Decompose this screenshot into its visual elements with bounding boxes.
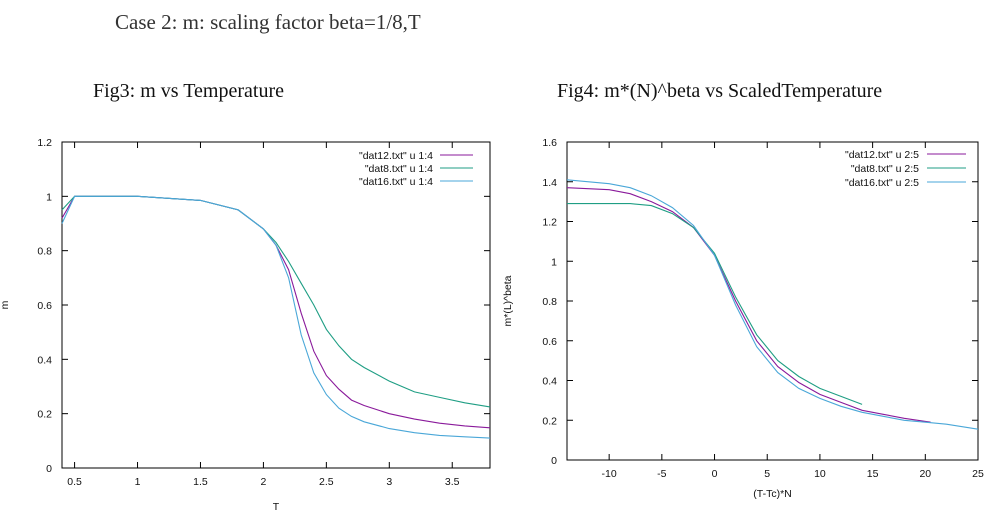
legend-label: "dat12.txt" u 1:4 [359, 150, 433, 162]
fig4-chart: 0 0.2 0.4 0.6 0.8 1 1.2 1.4 1.6 -10 -5 0 5 10 15 20 25 (T… [502, 137, 984, 500]
series-line-2 [566, 179, 979, 430]
series-line-1 [567, 203, 863, 405]
series-line-0 [566, 187, 931, 423]
y-tick-label: 0.8 [37, 246, 52, 258]
case-title: Case 2: m: scaling factor beta=1/8,T [115, 10, 421, 34]
x-tick-label: 3.5 [445, 476, 460, 488]
y-tick-label: 0.6 [37, 300, 52, 312]
y-tick-label: 0.2 [542, 415, 557, 427]
x-tick-label: 2 [260, 476, 266, 488]
series-line-1 [61, 195, 491, 408]
x-tick-label: 1 [135, 476, 141, 488]
y-axis-label: m*(L)^beta [502, 275, 514, 326]
legend-label: "dat16.txt" u 2:5 [845, 177, 919, 189]
x-tick-label: 10 [814, 468, 826, 480]
plot-frame [61, 141, 491, 469]
x-tick-label: 25 [972, 468, 984, 480]
fig4-title: Fig4: m*(N)^beta vs ScaledTemperature [557, 80, 883, 102]
fig3-title: Fig3: m vs Temperature [93, 80, 284, 102]
series-line-0 [61, 195, 491, 429]
y-tick-label: 0.8 [542, 296, 557, 308]
series-line-2 [61, 195, 491, 439]
y-tick-label: 0.4 [542, 376, 557, 388]
x-tick-label: 5 [764, 468, 770, 480]
y-tick-label: 1 [551, 256, 557, 268]
x-tick-label: 20 [919, 468, 931, 480]
x-tick-label: 0 [712, 468, 718, 480]
y-tick-label: 1.4 [542, 177, 557, 189]
legend-label: "dat8.txt" u 1:4 [365, 163, 433, 175]
y-tick-label: 0 [46, 463, 52, 475]
x-axis-label: T [273, 501, 280, 513]
legend-label: "dat12.txt" u 2:5 [845, 149, 919, 161]
x-tick-label: 2.5 [319, 476, 334, 488]
x-tick-label: -5 [657, 468, 666, 480]
fig3-chart: 0 0.2 0.4 0.6 0.8 1 1.2 0.5 1 1.5 2 2.5 3 3.5 Tm "dat12… [0, 137, 491, 513]
y-axis-label: m [0, 300, 11, 309]
y-tick-label: 1.2 [542, 217, 557, 229]
y-tick-label: 0.4 [37, 354, 52, 366]
y-tick-label: 1 [46, 191, 52, 203]
y-tick-label: 1.2 [37, 137, 52, 149]
x-tick-label: 1.5 [193, 476, 208, 488]
y-tick-label: 0.6 [542, 336, 557, 348]
x-tick-label: 0.5 [67, 476, 82, 488]
legend-label: "dat16.txt" u 1:4 [359, 176, 433, 188]
y-tick-label: 0.2 [37, 409, 52, 421]
x-tick-label: 3 [386, 476, 392, 488]
x-tick-label: -10 [602, 468, 617, 480]
x-axis-label: (T-Tc)*N [753, 488, 792, 500]
y-tick-label: 0 [551, 455, 557, 467]
y-tick-label: 1.6 [542, 137, 557, 149]
plot-frame [566, 141, 979, 461]
legend-label: "dat8.txt" u 2:5 [851, 163, 919, 175]
x-tick-label: 15 [867, 468, 879, 480]
